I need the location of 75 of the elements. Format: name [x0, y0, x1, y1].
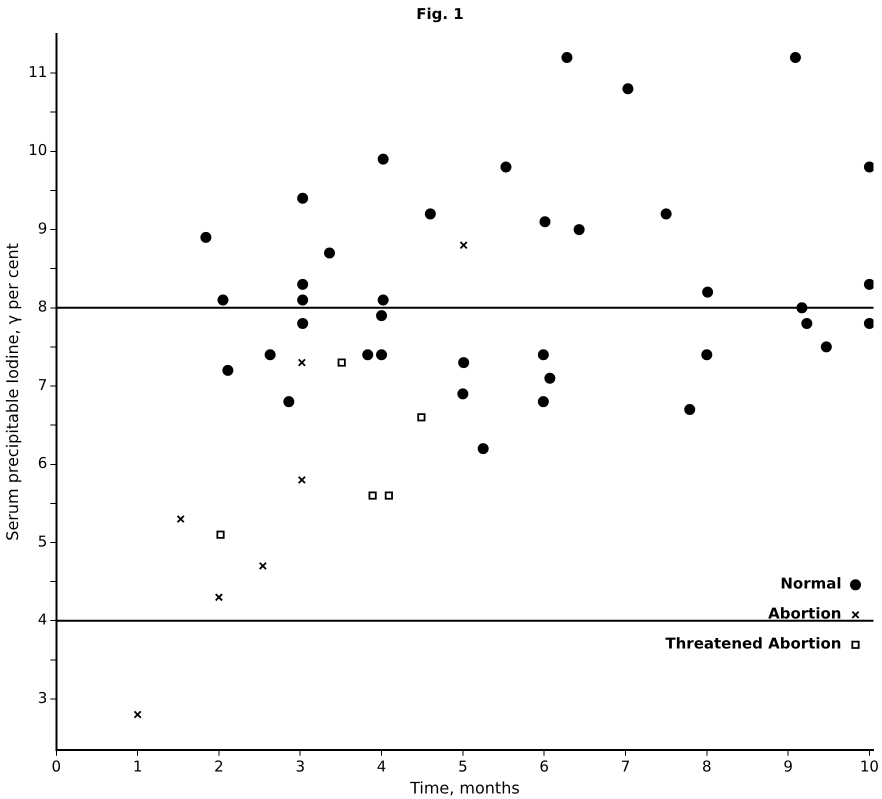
y-tick-label: 11	[28, 63, 48, 82]
point	[561, 52, 572, 63]
point	[460, 241, 468, 250]
point	[362, 349, 374, 360]
x-tick-label: 7	[620, 758, 630, 776]
point	[701, 349, 712, 360]
point	[264, 349, 276, 360]
point	[622, 83, 634, 94]
x-tick-label: 6	[539, 758, 549, 776]
point	[424, 208, 436, 220]
point	[574, 224, 585, 236]
point	[801, 318, 812, 329]
point	[864, 161, 874, 172]
point	[478, 443, 489, 454]
point	[378, 154, 389, 165]
point	[864, 278, 874, 290]
x-tick-label: 5	[458, 758, 468, 776]
x-axis-title: Time, months	[409, 778, 520, 798]
point	[684, 404, 696, 415]
point	[660, 208, 672, 220]
y-tick-label: 7	[38, 376, 48, 394]
x-tick-label: 1	[132, 758, 142, 776]
y-tick-label: 10	[28, 141, 48, 160]
x-tick-label: 0	[52, 758, 62, 776]
point	[376, 310, 388, 322]
point	[820, 341, 832, 352]
point	[458, 357, 470, 368]
point	[214, 593, 223, 602]
y-tick-label: 5	[38, 532, 48, 550]
point	[378, 294, 389, 306]
y-tick-label: 6	[38, 454, 48, 472]
point	[538, 396, 549, 408]
y-tick-label: 8	[38, 298, 48, 316]
point	[298, 358, 306, 367]
point	[297, 192, 308, 204]
y-tick-label: 9	[38, 219, 48, 238]
point	[134, 710, 142, 719]
chart-title: Fig. 1	[416, 4, 464, 23]
x-tick-label: 8	[702, 758, 712, 776]
x-tick-label: 3	[295, 758, 305, 776]
point	[297, 318, 308, 329]
point	[702, 286, 714, 298]
point	[864, 318, 874, 329]
point	[298, 476, 306, 484]
x-tick-label: 9	[783, 758, 793, 776]
point	[216, 530, 225, 539]
x-tick-label: 10	[860, 758, 879, 776]
point	[544, 372, 556, 384]
y-tick-label: 4	[38, 610, 48, 629]
x-tick-label: 4	[376, 758, 386, 776]
y-tick-label: 3	[38, 688, 48, 707]
point	[384, 491, 393, 500]
point	[539, 216, 550, 228]
point	[222, 364, 234, 376]
point	[217, 294, 228, 306]
point	[500, 161, 512, 172]
legend-label: Threatened Abortion	[665, 634, 842, 653]
point	[376, 349, 388, 360]
point	[297, 278, 308, 290]
point	[200, 232, 212, 243]
point	[324, 248, 335, 259]
point	[283, 396, 294, 408]
point	[368, 491, 377, 500]
point	[457, 388, 468, 400]
legend-label: Normal	[780, 574, 842, 593]
point	[258, 562, 267, 570]
point	[338, 358, 346, 367]
point	[790, 52, 801, 63]
x-tick-label: 2	[214, 758, 224, 776]
point	[538, 349, 549, 360]
point	[297, 294, 308, 306]
legend-label: Abortion	[768, 604, 842, 623]
y-axis-title: Serum precipitable Iodine, γ per cent	[2, 243, 22, 541]
point	[417, 413, 426, 422]
point	[176, 514, 185, 524]
